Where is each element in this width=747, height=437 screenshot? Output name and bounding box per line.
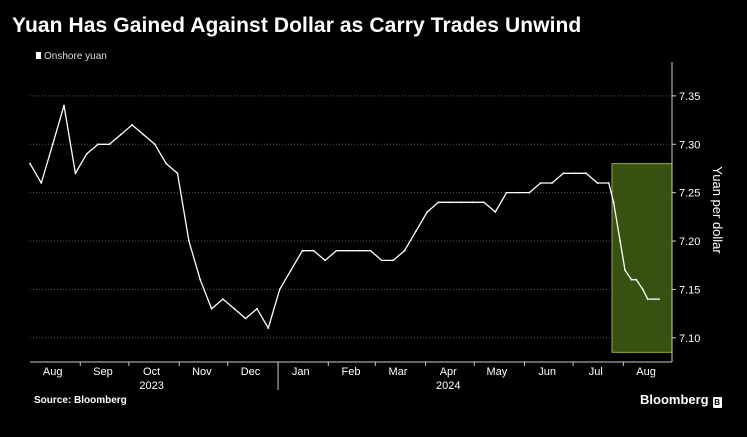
data-point: [85, 153, 88, 155]
data-point: [551, 182, 553, 184]
data-point: [517, 191, 519, 194]
x-tick-label: Sep: [93, 366, 113, 378]
data-point: [210, 307, 213, 310]
data-point: [562, 172, 565, 175]
data-point: [528, 191, 531, 194]
legend: Onshore yuan: [36, 51, 107, 62]
data-point: [312, 249, 315, 252]
data-point: [539, 182, 542, 184]
data-point: [646, 298, 649, 300]
data-point: [176, 172, 179, 175]
data-point: [108, 143, 111, 146]
x-tick-label: Mar: [389, 366, 408, 378]
data-point: [471, 201, 474, 204]
data-point: [97, 143, 99, 146]
data-point: [131, 124, 134, 126]
y-tick-label: 7.15: [679, 284, 700, 296]
data-point: [165, 162, 168, 165]
data-point: [426, 211, 429, 213]
data-point: [380, 259, 383, 262]
series-line: [29, 104, 659, 329]
data-point: [505, 191, 508, 194]
data-point: [222, 298, 224, 300]
y-tick-label: 7.20: [679, 236, 700, 248]
x-tick-label: Dec: [241, 366, 261, 378]
axis-layer: 7.10 7.15 7.20 7.25 7.30 7.35 Yuan per dollar A…: [30, 62, 725, 392]
data-point: [29, 162, 31, 165]
data-point: [635, 278, 638, 281]
x-tick-label: Feb: [342, 366, 361, 378]
chart-title: Yuan Has Gained Against Dollar as Carry …: [12, 14, 582, 37]
grid-layer: [30, 95, 672, 339]
data-point: [63, 104, 65, 107]
data-point: [596, 182, 599, 184]
data-point: [40, 182, 43, 184]
x-tick-label: Aug: [636, 366, 656, 378]
x-tick-label: May: [487, 366, 508, 378]
brand-logo: Bloomberg B: [640, 392, 722, 408]
x-tick-label: Oct: [143, 366, 160, 378]
x-year-label: 2024: [436, 380, 460, 392]
source-note: Source: Bloomberg: [34, 395, 127, 406]
data-point: [630, 278, 633, 281]
bloomberg-icon: B: [712, 397, 722, 408]
data-point: [244, 317, 247, 320]
data-point: [301, 249, 304, 252]
data-point: [585, 172, 587, 175]
data-point: [624, 269, 626, 271]
series-layer: [29, 104, 660, 329]
legend-swatch: [36, 52, 41, 59]
data-point: [437, 201, 440, 204]
data-point: [335, 249, 338, 252]
y-tick-label: 7.25: [679, 188, 700, 200]
data-point: [153, 143, 156, 146]
data-point: [119, 133, 122, 136]
data-point: [233, 307, 236, 310]
data-point: [74, 172, 77, 175]
x-tick-label: Jan: [292, 366, 310, 378]
data-point: [346, 249, 349, 252]
data-point: [449, 201, 451, 204]
data-point: [403, 249, 406, 252]
x-tick-label: Jul: [589, 366, 603, 378]
data-point: [358, 249, 360, 252]
data-point: [483, 201, 485, 204]
data-point: [188, 240, 190, 242]
x-tick-label: Aug: [43, 366, 63, 378]
data-point: [460, 201, 463, 204]
data-point: [414, 230, 417, 233]
highlight-box: [611, 163, 673, 353]
data-point: [324, 259, 326, 262]
data-point: [392, 259, 395, 262]
data-point: [267, 327, 270, 329]
brand-name: Bloomberg: [640, 392, 709, 407]
data-point: [573, 172, 576, 175]
x-tick-label: Nov: [192, 366, 212, 378]
data-point: [612, 201, 615, 204]
legend-label: Onshore yuan: [44, 51, 107, 62]
data-point: [369, 249, 372, 252]
y-tick-label: 7.10: [679, 333, 700, 345]
data-point: [290, 269, 292, 271]
data-point: [51, 143, 54, 146]
x-tick-label: Jun: [538, 366, 556, 378]
data-point: [199, 278, 202, 281]
y-tick-label: 7.30: [679, 139, 700, 151]
x-year-label: 2023: [139, 380, 163, 392]
data-point: [658, 298, 660, 300]
data-point: [619, 240, 621, 242]
data-point: [494, 211, 497, 213]
data-point: [653, 298, 656, 300]
data-point: [278, 288, 281, 291]
data-point: [142, 133, 145, 136]
y-axis-title: Yuan per dollar: [710, 166, 725, 254]
data-point: [641, 288, 644, 291]
x-tick-label: Apr: [440, 366, 457, 378]
data-point: [256, 307, 258, 310]
y-tick-label: 7.35: [679, 91, 700, 103]
data-point: [607, 182, 610, 184]
